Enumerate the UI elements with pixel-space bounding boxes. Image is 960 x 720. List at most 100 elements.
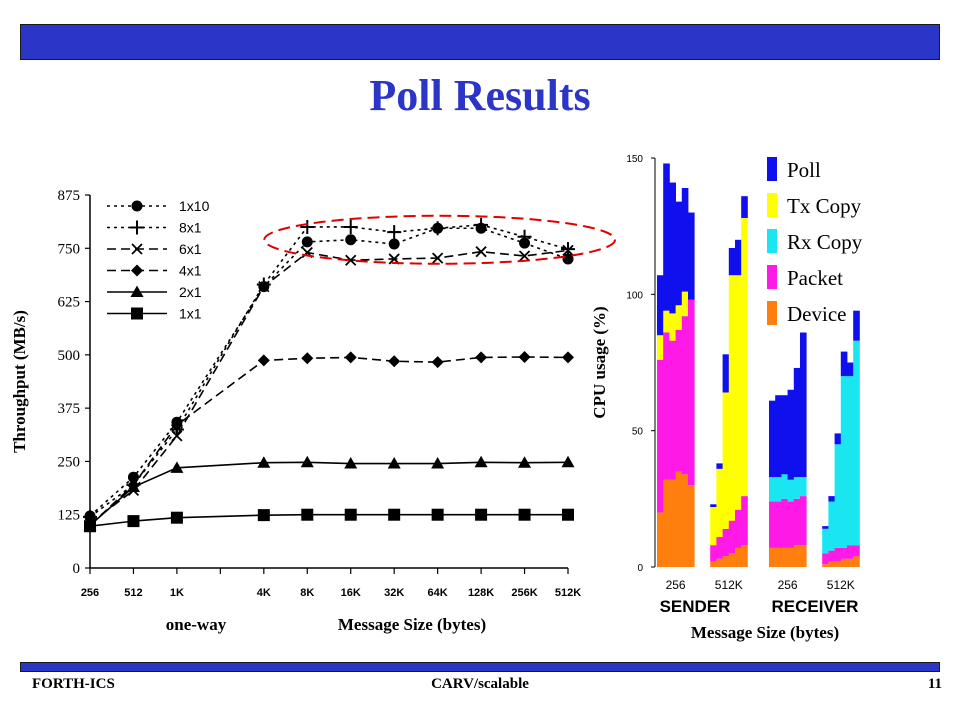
x-tick-label: 256 xyxy=(666,578,686,592)
y-tick-label: 150 xyxy=(626,154,643,165)
data-point xyxy=(518,456,532,468)
bar-segment-poll xyxy=(787,389,795,480)
bar-segment-rx-copy xyxy=(787,479,795,502)
bar-segment-device xyxy=(722,556,730,567)
footer-bar xyxy=(20,662,940,672)
bar-segment-device xyxy=(800,545,807,567)
bar-segment-poll xyxy=(669,182,676,314)
data-point xyxy=(257,456,271,468)
legend-swatch xyxy=(767,229,777,253)
bar-segment-rx-copy xyxy=(834,444,842,548)
series-1x1 xyxy=(84,508,574,533)
series-line xyxy=(89,356,569,526)
bar-segment-tx-copy xyxy=(722,392,730,529)
bar-segment-packet xyxy=(793,498,801,546)
bar-segment-packet xyxy=(834,547,842,562)
bar-segment-device xyxy=(716,558,723,567)
data-point xyxy=(344,457,358,469)
slide-title: Poll Results xyxy=(369,71,591,120)
y-tick-label: 125 xyxy=(58,508,81,524)
bar-segment-rx-copy xyxy=(781,474,788,499)
bar-segment-poll xyxy=(769,400,776,478)
bar-segment-poll xyxy=(847,362,854,377)
bar-segment-tx-copy xyxy=(735,275,742,510)
data-point xyxy=(126,480,140,493)
data-point xyxy=(387,457,401,469)
data-point xyxy=(344,508,357,521)
x-tick-label: 128K xyxy=(468,587,494,599)
bar-segment-device xyxy=(787,547,795,567)
data-point xyxy=(562,351,574,364)
data-point xyxy=(301,236,313,248)
bar-segment-packet xyxy=(741,496,748,546)
bar-segment-packet xyxy=(710,545,717,562)
data-point xyxy=(431,356,444,369)
legend-label: 1x1 xyxy=(179,306,202,322)
bar-segment-device xyxy=(834,561,842,567)
bar-segment-tx-copy xyxy=(728,275,736,521)
group-label-receiver: RECEIVER xyxy=(772,597,859,616)
bar-segment-poll xyxy=(828,496,835,502)
y-tick-label: 250 xyxy=(58,454,81,470)
bar-segment-poll xyxy=(681,187,689,292)
data-point xyxy=(562,508,574,521)
legend-label: 2x1 xyxy=(179,284,202,300)
x-tick-label: 32K xyxy=(384,587,404,599)
legend-label: Poll xyxy=(787,158,821,182)
x-tick-label: 512 xyxy=(124,587,142,599)
bar-segment-device xyxy=(853,556,860,567)
legend-swatch xyxy=(767,193,777,217)
bar-segment-poll xyxy=(710,504,717,508)
y-tick-label: 0 xyxy=(637,563,643,574)
bar-segment-device xyxy=(735,547,742,567)
legend-marker xyxy=(131,243,143,255)
throughput-chart: 0 125 250 375 500 625 750 875 256 512 1K 4K 8K 16K 32K… xyxy=(10,188,616,634)
legend-label: Tx Copy xyxy=(787,194,862,218)
bar-segment-rx-copy xyxy=(828,501,835,551)
data-point xyxy=(343,219,358,234)
x-tick-label: 8K xyxy=(300,587,314,599)
data-point xyxy=(475,246,487,258)
bar-segment-device xyxy=(847,558,854,567)
bar-segment-packet xyxy=(722,528,730,557)
series-8x1 xyxy=(83,217,575,524)
data-point xyxy=(170,461,184,473)
series-6x1 xyxy=(84,244,574,529)
bar-segment-packet xyxy=(828,550,835,562)
bar-segment-poll xyxy=(675,201,683,306)
bar-segment-packet xyxy=(669,340,676,480)
x-tick-label: 1K xyxy=(170,587,184,599)
bar-segment-packet xyxy=(800,496,807,546)
data-point xyxy=(474,455,488,468)
bar-segment-packet xyxy=(781,498,788,548)
bar-segment-tx-copy xyxy=(663,310,670,333)
bar-segment-packet xyxy=(735,509,742,548)
x-axis-title: Message Size (bytes) xyxy=(691,623,839,642)
bar-segment-device xyxy=(669,479,676,567)
series-line xyxy=(89,513,568,528)
data-point xyxy=(301,508,314,521)
bar-segment-device xyxy=(710,561,717,567)
bar-segment-packet xyxy=(681,316,689,475)
bar-segment-rx-copy xyxy=(800,477,807,497)
data-point xyxy=(257,509,270,522)
bar-segment-poll xyxy=(781,395,788,475)
bar-segment-rx-copy xyxy=(840,376,848,548)
data-point xyxy=(431,508,444,521)
legend-label: 1x10 xyxy=(179,198,210,214)
y-tick-label: 0 xyxy=(73,561,81,577)
data-point xyxy=(517,229,532,244)
x-tick-label: 4K xyxy=(257,587,271,599)
data-point xyxy=(561,455,575,468)
data-point xyxy=(387,225,402,240)
bar-segment-device xyxy=(728,553,736,567)
data-point xyxy=(518,350,531,363)
bar-segment-device xyxy=(657,512,664,567)
data-point xyxy=(84,520,96,533)
bar-segment-device xyxy=(822,564,829,567)
bar-segment-poll xyxy=(793,367,801,478)
data-point xyxy=(127,515,140,528)
x-tick-label: 512K xyxy=(827,578,855,592)
y-tick-label: 500 xyxy=(58,348,81,364)
y-axis-title: Throughput (MB/s) xyxy=(10,310,29,453)
